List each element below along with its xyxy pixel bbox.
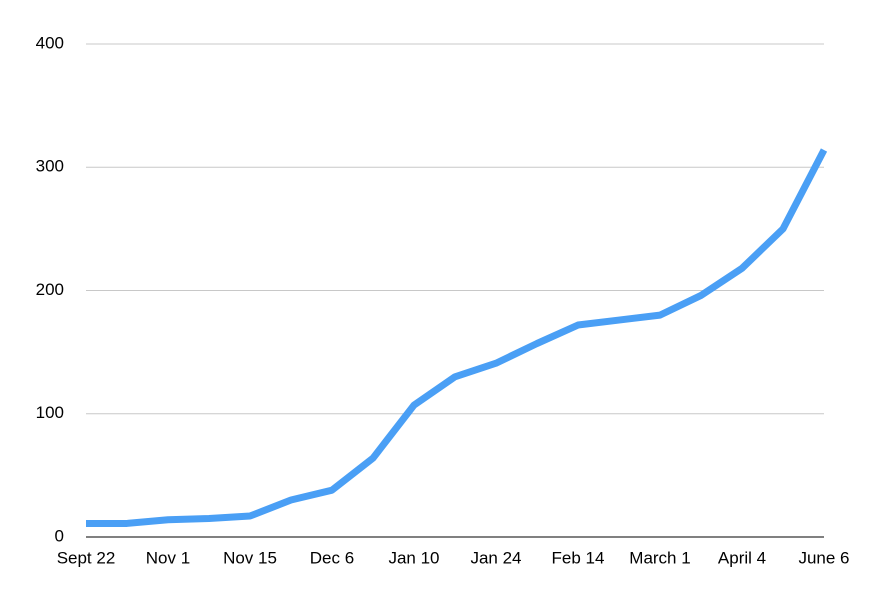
x-tick-label: Sept 22 bbox=[57, 548, 116, 567]
x-tick-label: Nov 15 bbox=[223, 548, 277, 567]
y-tick-label: 0 bbox=[55, 526, 64, 545]
x-tick-label: Feb 14 bbox=[552, 548, 605, 567]
data-line bbox=[86, 148, 828, 527]
x-tick-label: Dec 6 bbox=[310, 548, 354, 567]
y-tick-label: 300 bbox=[36, 157, 64, 176]
x-tick-label: Jan 24 bbox=[470, 548, 521, 567]
x-tick-label: Nov 1 bbox=[146, 548, 190, 567]
x-tick-label: Jan 10 bbox=[388, 548, 439, 567]
y-tick-label: 400 bbox=[36, 33, 64, 52]
y-tick-label: 200 bbox=[36, 280, 64, 299]
x-tick-label: April 4 bbox=[718, 548, 766, 567]
x-tick-label: June 6 bbox=[798, 548, 849, 567]
x-tick-label: March 1 bbox=[629, 548, 690, 567]
y-tick-label: 100 bbox=[36, 403, 64, 422]
